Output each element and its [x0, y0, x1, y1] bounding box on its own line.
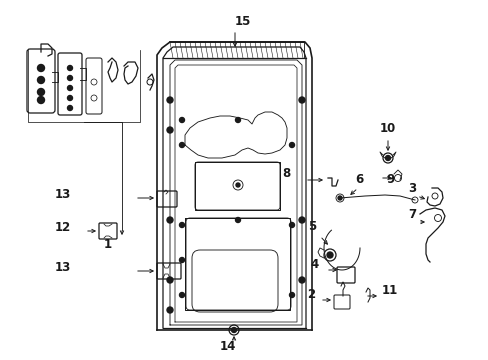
Circle shape: [235, 217, 240, 222]
Circle shape: [231, 328, 236, 333]
Text: 15: 15: [234, 15, 251, 28]
Text: 14: 14: [220, 340, 236, 353]
Text: 13: 13: [55, 261, 71, 274]
Text: 3: 3: [407, 182, 415, 195]
Circle shape: [298, 277, 305, 283]
Circle shape: [337, 196, 341, 200]
Circle shape: [167, 127, 173, 133]
Circle shape: [179, 143, 184, 148]
Circle shape: [167, 307, 173, 313]
Text: 4: 4: [309, 258, 318, 271]
Circle shape: [67, 66, 72, 71]
Circle shape: [38, 89, 44, 95]
Text: 6: 6: [354, 173, 363, 186]
Circle shape: [236, 183, 240, 187]
Circle shape: [326, 252, 332, 258]
Circle shape: [67, 86, 72, 90]
Circle shape: [298, 217, 305, 223]
Circle shape: [179, 117, 184, 122]
Circle shape: [298, 97, 305, 103]
Circle shape: [167, 277, 173, 283]
Text: 2: 2: [306, 288, 314, 301]
Circle shape: [179, 292, 184, 297]
Circle shape: [38, 96, 44, 104]
Circle shape: [235, 117, 240, 122]
Text: 9: 9: [385, 173, 393, 186]
Circle shape: [179, 257, 184, 262]
Text: 11: 11: [381, 284, 397, 297]
Circle shape: [385, 156, 390, 161]
Text: 5: 5: [307, 220, 316, 233]
Circle shape: [67, 76, 72, 81]
Circle shape: [67, 95, 72, 100]
Text: 7: 7: [407, 208, 415, 221]
Circle shape: [289, 222, 294, 228]
Circle shape: [67, 105, 72, 111]
Text: 13: 13: [55, 188, 71, 201]
Circle shape: [38, 77, 44, 84]
Circle shape: [167, 97, 173, 103]
Circle shape: [167, 217, 173, 223]
Circle shape: [289, 143, 294, 148]
Circle shape: [179, 222, 184, 228]
Text: 8: 8: [282, 167, 290, 180]
Text: 10: 10: [379, 122, 395, 135]
Text: 12: 12: [55, 221, 71, 234]
Circle shape: [38, 64, 44, 72]
Circle shape: [289, 292, 294, 297]
Text: 1: 1: [104, 238, 112, 251]
